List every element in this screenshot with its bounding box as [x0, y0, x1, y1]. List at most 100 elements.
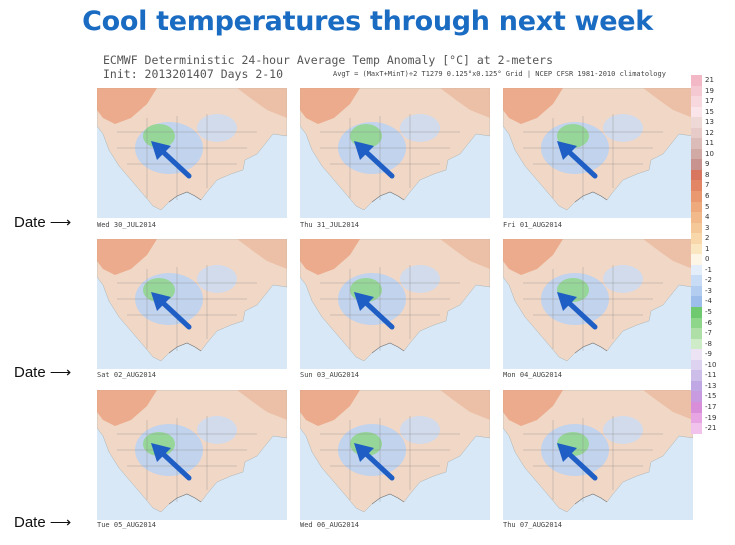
color-scale-label: 12 — [705, 128, 714, 137]
highlight-arrow — [158, 449, 192, 481]
highlight-arrow — [158, 147, 192, 179]
color-scale-swatch: -3 — [691, 285, 712, 297]
color-scale-label: 15 — [705, 107, 714, 116]
color-scale-swatch: -4 — [691, 296, 712, 308]
anomaly-map-image — [300, 239, 490, 369]
anomaly-map-panel — [97, 88, 287, 218]
color-scale-label: -21 — [705, 424, 717, 433]
color-scale-label: -9 — [705, 350, 712, 359]
side-label-text: Date — [14, 213, 46, 231]
side-label-row-3: Date ⟶ — [14, 513, 72, 532]
panel-date-caption: Wed 06_AUG2014 — [300, 521, 360, 529]
anomaly-map-panel — [503, 239, 693, 369]
color-scale-swatch: 21 — [691, 75, 714, 86]
color-scale-swatch: 17 — [691, 96, 714, 107]
color-scale-label: -5 — [705, 308, 712, 317]
color-scale-swatch: 12 — [691, 127, 714, 139]
color-scale-swatch: 7 — [691, 180, 709, 192]
chart-header-meta: AvgT = (MaxT+MinT)÷2 T1279 0.125°x0.125°… — [333, 70, 666, 78]
color-scale-swatch: -5 — [691, 307, 712, 318]
anomaly-map-panel — [503, 390, 693, 520]
anomaly-map-image — [300, 88, 490, 218]
color-scale-swatch: 2 — [691, 233, 709, 244]
color-scale-swatch: -10 — [691, 359, 716, 371]
highlight-arrow — [361, 147, 395, 179]
anomaly-map-panel — [97, 390, 287, 520]
highlight-arrow — [564, 298, 598, 330]
arrow-head-icon — [354, 443, 374, 462]
color-scale-label: -7 — [705, 329, 712, 338]
anomaly-map-image — [97, 239, 287, 369]
color-scale-label: -10 — [705, 360, 717, 369]
color-scale-label: -4 — [705, 297, 712, 306]
arrow-head-icon — [151, 443, 171, 462]
color-scale-label: 1 — [705, 244, 710, 253]
color-scale-swatch: -11 — [691, 370, 716, 381]
color-scale-legend: 21 19 17 15 13 12 11 10 9 8 7 6 5 4 3 2 1 0 -1 -2 -3 -4 -5 -6 -7… — [691, 75, 716, 434]
panel-date-caption: Tue 05_AUG2014 — [97, 521, 157, 529]
panel-date-caption: Sun 03_AUG2014 — [300, 371, 360, 379]
highlight-arrow — [564, 449, 598, 481]
slide-title: Cool temperatures through next week — [82, 6, 653, 37]
color-scale-swatch: -13 — [691, 380, 716, 392]
panel-date-caption: Thu 07_AUG2014 — [503, 521, 563, 529]
color-scale-swatch: 5 — [691, 201, 709, 213]
color-scale-label: -3 — [705, 286, 712, 295]
color-scale-label: 13 — [705, 118, 714, 127]
color-scale-label: 8 — [705, 170, 710, 179]
color-scale-swatch: -19 — [691, 412, 716, 424]
anomaly-map-image — [97, 390, 287, 520]
color-scale-swatch: 13 — [691, 117, 714, 128]
color-scale-label: -6 — [705, 318, 712, 327]
anomaly-map-panel — [300, 390, 490, 520]
color-scale-label: 9 — [705, 160, 710, 169]
color-scale-swatch: -2 — [691, 275, 712, 286]
arrow-right-icon: ⟶ — [49, 214, 72, 231]
side-label-row-1: Date ⟶ — [14, 213, 72, 232]
anomaly-map-image — [503, 88, 693, 218]
color-scale-swatch: -21 — [691, 423, 716, 434]
color-scale-label: -19 — [705, 413, 717, 422]
color-scale-swatch: 19 — [691, 85, 714, 97]
side-label-text: Date — [14, 513, 46, 531]
color-scale-label: -11 — [705, 371, 717, 380]
arrow-head-icon — [354, 292, 374, 311]
anomaly-map-image — [503, 390, 693, 520]
color-scale-label: 11 — [705, 139, 714, 148]
color-scale-label: -2 — [705, 276, 712, 285]
color-scale-swatch: -9 — [691, 349, 712, 360]
color-scale-swatch: 10 — [691, 148, 714, 160]
arrow-right-icon: ⟶ — [49, 514, 72, 531]
anomaly-map-panel — [503, 88, 693, 218]
color-scale-swatch: -15 — [691, 391, 716, 402]
anomaly-map-image — [300, 390, 490, 520]
anomaly-map-image — [97, 88, 287, 218]
color-scale-label: 7 — [705, 181, 710, 190]
highlight-arrow — [361, 298, 395, 330]
panel-date-caption: Fri 01_AUG2014 — [503, 221, 563, 229]
color-scale-label: -15 — [705, 392, 717, 401]
side-label-text: Date — [14, 363, 46, 381]
chart-header-init: Init: 2013201407 Days 2-10 — [103, 67, 284, 81]
color-scale-label: 19 — [705, 86, 714, 95]
arrow-head-icon — [354, 141, 374, 160]
color-scale-swatch: -17 — [691, 401, 716, 413]
color-scale-label: 10 — [705, 149, 714, 158]
arrow-head-icon — [151, 292, 171, 311]
side-label-row-2: Date ⟶ — [14, 363, 71, 382]
color-scale-label: 6 — [705, 192, 710, 201]
highlight-arrow — [158, 298, 192, 330]
anomaly-map-image — [503, 239, 693, 369]
color-scale-label: -13 — [705, 381, 717, 390]
color-scale-swatch: 6 — [691, 191, 709, 202]
color-scale-label: -17 — [705, 402, 717, 411]
color-scale-label: 4 — [705, 213, 710, 222]
color-scale-swatch: 0 — [691, 254, 709, 265]
color-scale-swatch: 1 — [691, 243, 709, 255]
color-scale-swatch: 9 — [691, 159, 709, 170]
arrow-head-icon — [557, 141, 577, 160]
color-scale-swatch: 15 — [691, 106, 714, 118]
color-scale-label: 17 — [705, 97, 714, 106]
chart-header-title: ECMWF Deterministic 24-hour Average Temp… — [103, 53, 554, 67]
color-scale-swatch: -8 — [691, 338, 712, 350]
